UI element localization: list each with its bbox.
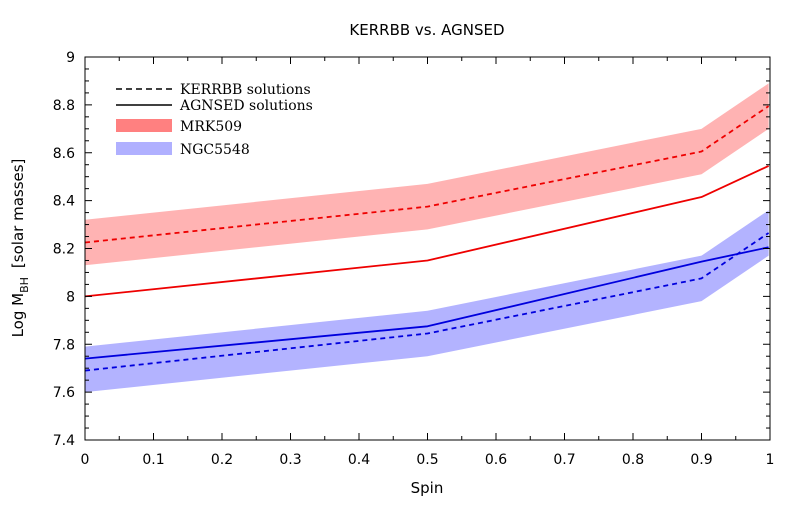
series-mrk509-kerrbb (84, 105, 770, 244)
legend-label-kerrbb: KERRBB solutions (180, 82, 311, 98)
x-tick-labels: 0 0.1 0.2 0.3 0.4 0.5 0.6 0.7 0.8 0.9 1 (81, 452, 775, 468)
series-ngc5548-kerrbb (84, 232, 770, 372)
series-ngc5548-agnsed (84, 246, 769, 360)
x-tick-label: 0.1 (142, 452, 164, 468)
y-tick-label: 7.6 (53, 385, 75, 401)
x-tick-label: 0.5 (416, 452, 438, 468)
x-tick-label: 0.4 (348, 452, 370, 468)
band-ngc5548 (85, 210, 769, 393)
y-axis-label-main: Log M (9, 293, 27, 338)
y-tick-label: 8.4 (53, 194, 75, 210)
x-axis-label: Spin (411, 479, 444, 497)
x-tick-label: 0.8 (622, 452, 644, 468)
y-tick-label: 7.8 (53, 337, 75, 353)
y-tick-label: 9 (66, 50, 75, 66)
y-tick-label: 8.8 (53, 98, 75, 114)
band-mrk509 (85, 83, 769, 266)
y-axis-label: Log MBH [solar masses] (9, 159, 31, 338)
x-tick-label: 0.2 (211, 452, 233, 468)
chart-title: KERRBB vs. AGNSED (349, 21, 504, 39)
x-tick-label: 0.6 (485, 452, 507, 468)
y-axis-label-rest: [solar masses] (9, 159, 27, 268)
ticks-layer (84, 56, 771, 441)
legend: KERRBB solutions AGNSED solutions MRK509… (116, 82, 313, 158)
x-tick-label: 1 (766, 452, 775, 468)
x-tick-label: 0.7 (553, 452, 575, 468)
y-tick-label: 8.2 (53, 242, 75, 258)
x-tick-label: 0.3 (279, 452, 301, 468)
legend-label-agnsed: AGNSED solutions (179, 98, 313, 114)
legend-patch-ngc5548 (116, 142, 172, 155)
bands-layer (85, 83, 769, 393)
y-tick-label: 8 (66, 289, 75, 305)
x-tick-label: 0.9 (690, 452, 712, 468)
legend-label-ngc5548: NGC5548 (180, 142, 250, 158)
legend-patch-mrk509 (116, 119, 172, 132)
legend-label-mrk509: MRK509 (180, 119, 242, 135)
y-tick-labels: 7.4 7.6 7.8 8 8.2 8.4 8.6 8.8 9 (53, 50, 75, 449)
y-axis-label-sub: BH (18, 277, 31, 293)
series-layer (84, 105, 770, 372)
series-mrk509-agnsed (84, 165, 770, 298)
y-tick-label: 8.6 (53, 146, 75, 162)
y-tick-label: 7.4 (53, 433, 75, 449)
x-tick-label: 0 (81, 452, 90, 468)
